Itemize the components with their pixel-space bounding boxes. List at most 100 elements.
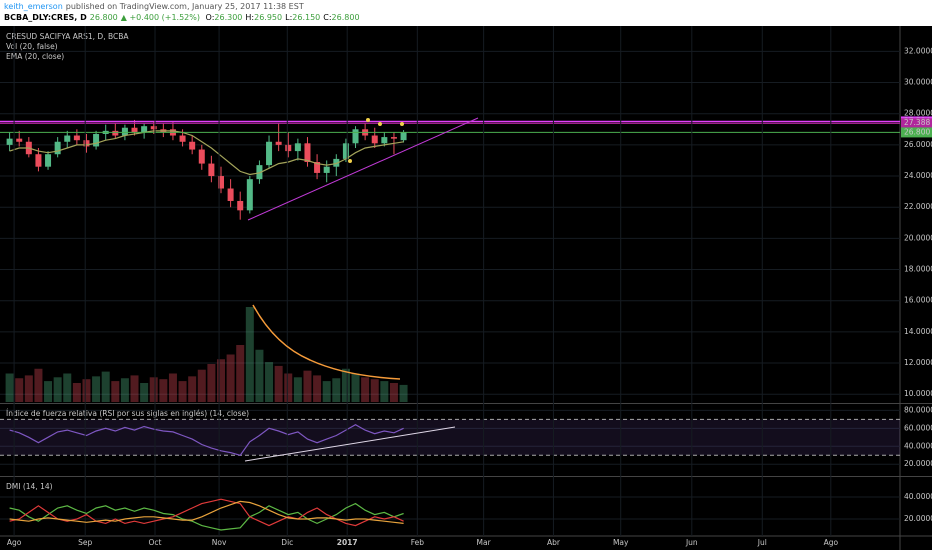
volume-bar bbox=[168, 373, 177, 402]
x-tick-label: May bbox=[613, 538, 629, 547]
quote-label: L: bbox=[285, 13, 293, 22]
candle-body bbox=[333, 158, 340, 167]
volume-bar bbox=[380, 381, 389, 402]
series-line bbox=[9, 502, 404, 531]
price-label: 27.388 bbox=[904, 118, 930, 127]
volume-bar bbox=[216, 359, 225, 402]
y-tick-label: 80.0000 bbox=[904, 405, 932, 414]
x-tick-label: 2017 bbox=[337, 538, 358, 547]
candle-body bbox=[246, 179, 253, 211]
volume-bar bbox=[53, 377, 62, 402]
y-tick-label: 24.0000 bbox=[904, 171, 932, 180]
candle-body bbox=[371, 135, 378, 144]
volume-bar bbox=[341, 368, 350, 402]
volume-bar bbox=[159, 379, 168, 402]
x-tick-label: Mar bbox=[477, 538, 492, 547]
y-tick-label: 28.0000 bbox=[904, 109, 932, 118]
candle-body bbox=[150, 126, 157, 130]
y-tick-label: 60.0000 bbox=[904, 423, 932, 432]
rsi-trend-line bbox=[244, 426, 456, 462]
volume-bar bbox=[5, 373, 14, 402]
volume-bar bbox=[245, 307, 254, 402]
volume-bar bbox=[140, 383, 149, 402]
series-line bbox=[9, 500, 404, 524]
y-tick-label: 32.0000 bbox=[904, 46, 932, 55]
y-tick-label: 20.0000 bbox=[904, 514, 932, 523]
volume-bar bbox=[313, 375, 322, 402]
volume-bar bbox=[293, 377, 302, 402]
change: ▲ +0.400 (+1.52%) bbox=[120, 13, 200, 22]
volume-bar bbox=[111, 381, 120, 402]
y-tick-label: 12.0000 bbox=[904, 358, 932, 367]
candle-body bbox=[381, 137, 388, 144]
y-tick-label: 30.0000 bbox=[904, 78, 932, 87]
x-tick-label: Jul bbox=[757, 538, 767, 547]
candle-body bbox=[131, 127, 138, 133]
volume-bar bbox=[101, 371, 110, 402]
candle-body bbox=[323, 166, 330, 173]
x-tick-label: Dic bbox=[281, 538, 293, 547]
drawings bbox=[244, 117, 479, 462]
candle-body bbox=[198, 149, 205, 164]
volume-bar bbox=[265, 362, 274, 402]
candle-body bbox=[217, 176, 224, 189]
y-tick-label: 16.0000 bbox=[904, 296, 932, 305]
y-tick-label: 26.0000 bbox=[904, 140, 932, 149]
trend-line bbox=[247, 117, 479, 221]
last-price-label: 26.800 bbox=[904, 127, 930, 136]
candle-body bbox=[266, 141, 273, 166]
volume-bar bbox=[226, 354, 235, 402]
y-tick-label: 14.0000 bbox=[904, 327, 932, 336]
y-tick-label: 18.0000 bbox=[904, 265, 932, 274]
candle-body bbox=[285, 144, 292, 152]
candle-body bbox=[112, 130, 119, 136]
x-tick-label: Jun bbox=[685, 538, 698, 547]
candle-body bbox=[189, 141, 196, 150]
x-tick-label: Abr bbox=[547, 538, 561, 547]
quote-label: O: bbox=[205, 13, 215, 22]
y-tick-label: 10.0000 bbox=[904, 389, 932, 398]
candle-body bbox=[208, 163, 215, 177]
volume-bar bbox=[399, 384, 408, 402]
candle-body bbox=[45, 154, 52, 167]
x-tick-label: Feb bbox=[411, 538, 425, 547]
volume-bar bbox=[351, 373, 360, 402]
quote-label: H: bbox=[245, 13, 255, 22]
volume-bar bbox=[24, 375, 33, 402]
pane-title: DMI (14, 14) bbox=[6, 482, 53, 491]
candle-body bbox=[93, 133, 100, 147]
x-tick-label: Ago bbox=[824, 538, 839, 547]
candle-body bbox=[390, 137, 397, 139]
candle-body bbox=[73, 135, 80, 141]
candle-body bbox=[342, 143, 349, 159]
candle-body bbox=[121, 127, 128, 136]
marker bbox=[366, 118, 370, 122]
volume-bar bbox=[322, 381, 331, 402]
candle-body bbox=[400, 132, 407, 141]
candle-body bbox=[275, 141, 282, 145]
volume-bar bbox=[361, 377, 370, 402]
x-tick-label: Ago bbox=[7, 538, 22, 547]
volume-bar bbox=[82, 379, 91, 402]
volume-bar bbox=[303, 370, 312, 402]
candle-body bbox=[304, 143, 311, 163]
quote-line: BCBA_DLY:CRES, D 26.800 ▲ +0.400 (+1.52%) … bbox=[4, 12, 928, 23]
band bbox=[0, 419, 900, 456]
price: 26.800 bbox=[89, 13, 118, 22]
candle-body bbox=[6, 138, 13, 145]
volume-bar bbox=[92, 376, 101, 402]
volume-curve bbox=[252, 304, 401, 380]
quote-value: 26.800 bbox=[331, 13, 360, 22]
candle-body bbox=[314, 162, 321, 173]
volume-bar bbox=[188, 376, 197, 402]
quote-value: 26.150 bbox=[292, 13, 321, 22]
candle-body bbox=[83, 140, 90, 147]
volume-bar bbox=[274, 365, 283, 402]
candle-body bbox=[227, 188, 234, 201]
volume-bar bbox=[34, 368, 43, 402]
author[interactable]: keith_emerson bbox=[4, 2, 63, 11]
header: keith_emerson published on TradingView.co… bbox=[0, 0, 932, 26]
marker bbox=[348, 159, 352, 163]
